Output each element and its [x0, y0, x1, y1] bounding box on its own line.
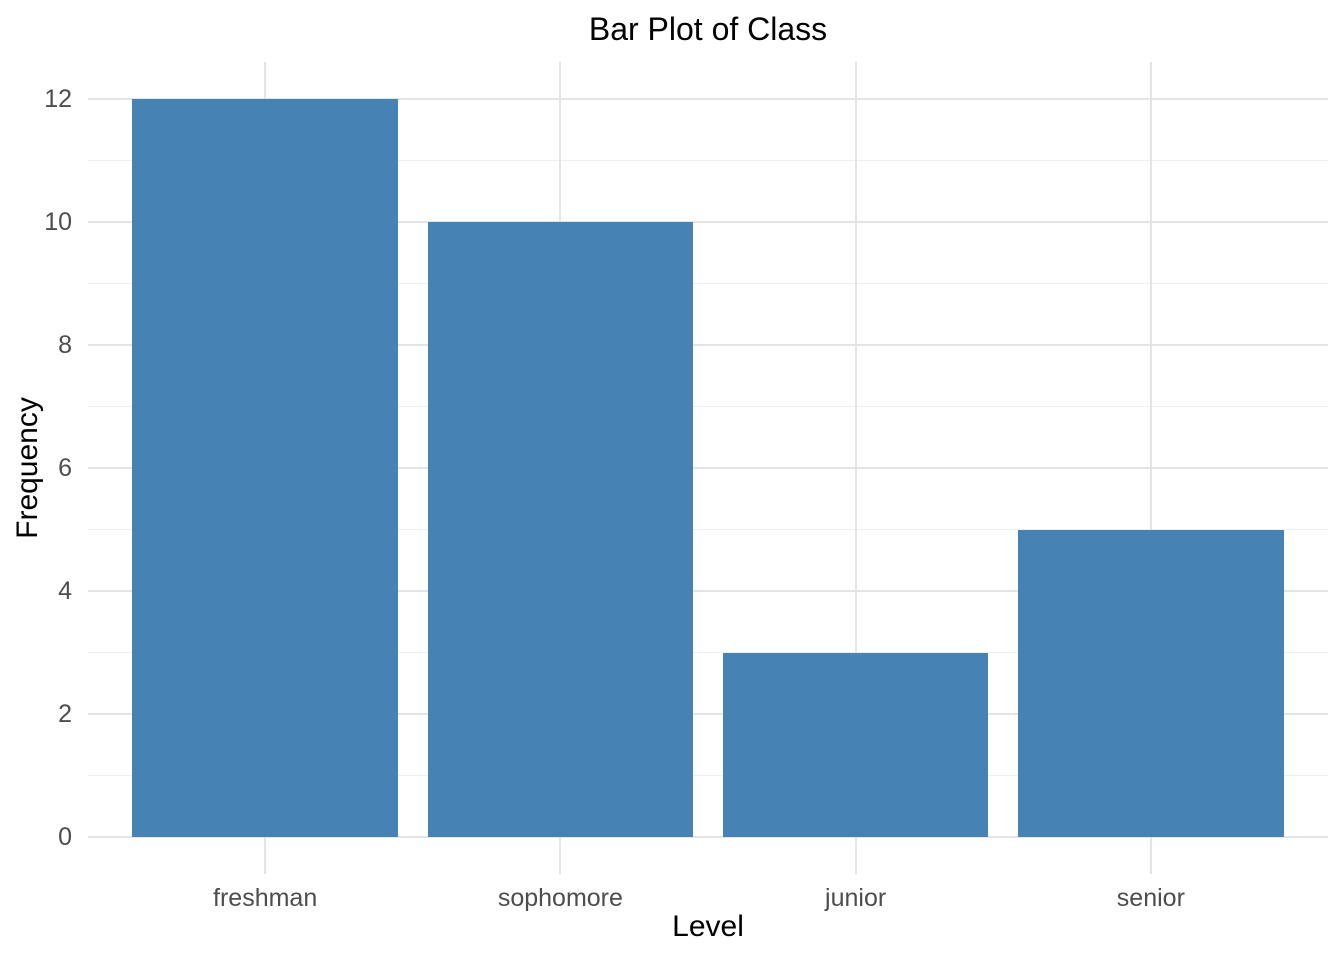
gridline-major-y4	[88, 590, 1328, 593]
gridline-minor-y5	[88, 529, 1328, 530]
x-tick-label-junior: junior	[825, 884, 887, 912]
gridline-major-y6	[88, 467, 1328, 469]
gridline-major-y0	[88, 836, 1328, 839]
bar-freshman	[132, 98, 398, 838]
y-tick-label-12: 12	[44, 84, 72, 113]
y-tick-label-8: 8	[58, 330, 72, 359]
bar-sophomore	[427, 221, 694, 838]
chart-title: Bar Plot of Class	[588, 11, 828, 47]
gridline-minor-y11	[88, 159, 1328, 161]
gridline-major-y2	[88, 713, 1328, 716]
gridline-minor-y1	[88, 775, 1328, 777]
x-axis-title: Level	[672, 910, 744, 943]
plot-panel	[88, 62, 1328, 874]
gridline-minor-y7	[88, 405, 1328, 407]
gridline-x-senior	[1149, 62, 1152, 874]
gridline-major-y8	[88, 343, 1328, 346]
y-tick-label-4: 4	[58, 577, 72, 606]
y-tick-label-6: 6	[58, 454, 72, 482]
x-tick-label-freshman: freshman	[213, 884, 318, 912]
gridline-x-junior	[854, 62, 857, 874]
gridline-minor-y3	[88, 652, 1328, 654]
y-tick-label-10: 10	[44, 207, 72, 236]
bar-senior	[1018, 529, 1284, 838]
x-tick-label-senior: senior	[1116, 884, 1185, 912]
x-tick-label-sophomore: sophomore	[497, 884, 623, 912]
gridline-minor-y9	[88, 282, 1328, 284]
gridline-major-y10	[88, 220, 1328, 223]
y-tick-label-0: 0	[58, 823, 72, 852]
y-tick-label-2: 2	[58, 700, 72, 729]
gridline-major-y12	[88, 97, 1328, 100]
bar-junior	[722, 652, 989, 838]
